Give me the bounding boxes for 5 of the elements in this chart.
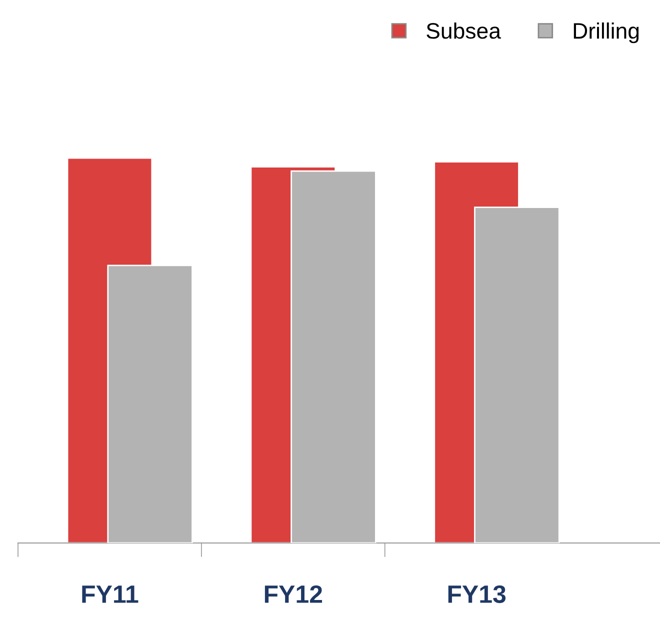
x-tick-label: FY12	[264, 585, 322, 603]
x-tick-label: FY13	[448, 585, 506, 604]
x-tick-label: FY11	[82, 586, 138, 603]
legend-label: Drilling	[574, 22, 639, 44]
legend-label: Subsea	[426, 22, 501, 39]
